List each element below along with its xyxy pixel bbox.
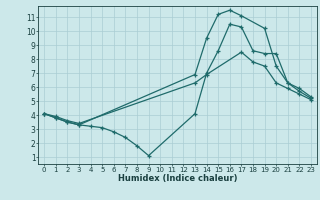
X-axis label: Humidex (Indice chaleur): Humidex (Indice chaleur) xyxy=(118,174,237,183)
